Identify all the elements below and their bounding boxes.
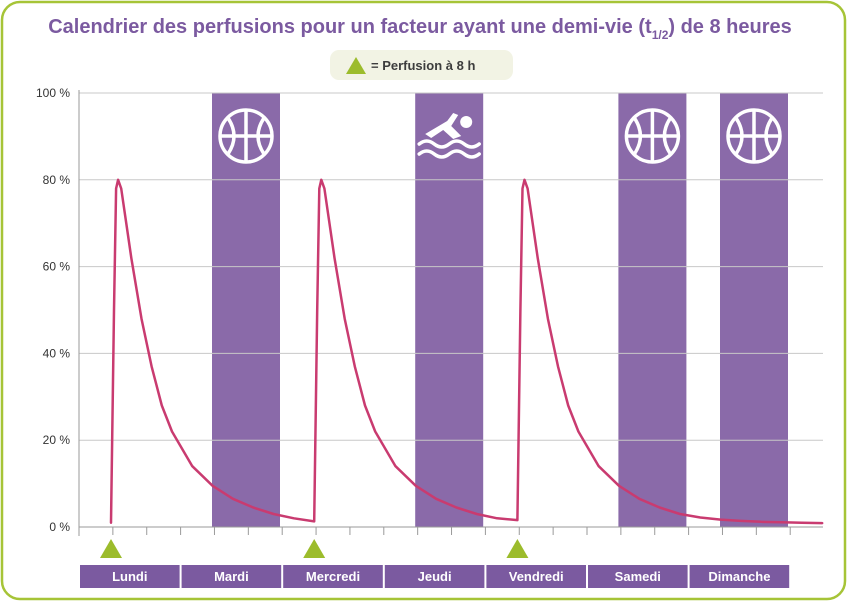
legend-box (330, 50, 513, 80)
infusion-marker (100, 539, 122, 558)
y-tick-label: 80 % (43, 173, 71, 187)
infusion-markers (100, 539, 529, 558)
day-label: Dimanche (708, 569, 770, 584)
activity-bar-jeudi (415, 93, 484, 527)
day-cell-mercredi (283, 565, 383, 588)
day-cell-samedi (588, 565, 688, 588)
day-label: Vendredi (509, 569, 564, 584)
legend-label: = Perfusion à 8 h (371, 58, 475, 73)
day-label: Lundi (112, 569, 147, 584)
activity-bars (212, 93, 788, 527)
day-cell-mardi (181, 565, 282, 588)
infusion-marker (303, 539, 326, 558)
day-cell-jeudi (384, 565, 485, 588)
activity-bar-mardi (212, 93, 280, 527)
y-tick-label: 60 % (43, 260, 71, 274)
chart-title: Calendrier des perfusions pour un facteu… (48, 16, 792, 42)
activity-bar-dimanche (720, 93, 788, 527)
day-cell-lundi (80, 565, 180, 588)
series-layer (109, 178, 824, 525)
day-label: Mardi (214, 569, 249, 584)
axes (78, 90, 823, 536)
y-tick-label: 100 % (36, 86, 70, 100)
title-subscript: 1/2 (652, 28, 669, 42)
infusion-marker (506, 539, 529, 558)
day-label: Mercredi (306, 569, 360, 584)
day-labels: Lundi Mardi Mercredi Jeudi Vendredi Samedi Dim… (80, 565, 790, 588)
day-cell-dimanche (689, 565, 790, 588)
y-tick-label: 0 % (49, 520, 70, 534)
series-line (109, 178, 824, 525)
legend: = Perfusion à 8 h (330, 50, 513, 80)
basketball-icon (726, 108, 782, 164)
triangle-icon (346, 57, 366, 74)
basketball-icon (218, 108, 274, 164)
activity-bar-samedi (618, 93, 687, 527)
day-label: Samedi (615, 569, 661, 584)
y-tick-label: 20 % (43, 433, 71, 447)
day-label: Jeudi (418, 569, 452, 584)
day-cell-vendredi (486, 565, 586, 588)
basketball-icon (624, 108, 681, 164)
y-tick-label: 40 % (43, 346, 71, 360)
